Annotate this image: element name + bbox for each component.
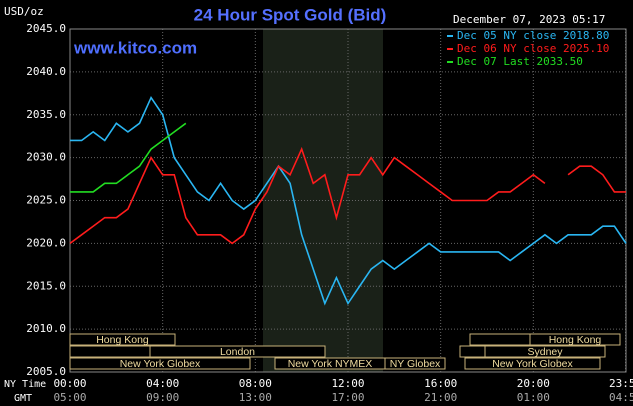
- x2-tick-label: 05:00: [53, 391, 86, 404]
- x2-tick-label: 04:59: [609, 391, 633, 404]
- session-label: NY Globex: [390, 358, 441, 370]
- x-tick-label: 08:00: [239, 377, 272, 390]
- series-line: [69, 146, 546, 245]
- plot-frame: [69, 28, 627, 373]
- y-tick-label: 2010.0: [26, 322, 66, 335]
- y-tick-label: 2045.0: [26, 22, 66, 35]
- x2-tick-label: 21:00: [424, 391, 457, 404]
- x-tick-label: 12:00: [331, 377, 364, 390]
- series-line: [70, 122, 187, 193]
- legend-label: Dec 06 NY close 2025.10: [457, 42, 609, 55]
- series-line: [70, 95, 627, 306]
- session-box: [149, 345, 326, 358]
- x-tick-label: 20:00: [517, 377, 550, 390]
- y-tick-label: 2030.0: [26, 151, 66, 164]
- x2-tick-label: 13:00: [239, 391, 272, 404]
- x2-tick-label: 01:00: [517, 391, 550, 404]
- x-tick-label: 16:00: [424, 377, 457, 390]
- series-line: [567, 165, 626, 193]
- legend-label: Dec 07 Last 2033.50: [457, 55, 583, 68]
- y-tick-label: 2035.0: [26, 108, 66, 121]
- x-axis-label: NY Time: [4, 379, 46, 390]
- session-box: [69, 333, 176, 346]
- watermark: www.kitco.com: [73, 38, 197, 57]
- y-unit: USD/oz: [4, 5, 44, 18]
- session-label: Hong Kong: [549, 334, 602, 346]
- session-box: [384, 357, 446, 370]
- chart-title: 24 Hour Spot Gold (Bid): [194, 5, 387, 24]
- y-tick-label: 2040.0: [26, 65, 66, 78]
- session-box: [484, 345, 606, 358]
- y-tick-label: 2025.0: [26, 194, 66, 207]
- session-label: New York Globex: [120, 358, 201, 370]
- y-tick-label: 2015.0: [26, 279, 66, 292]
- session-box: [464, 357, 601, 370]
- session-box: [529, 333, 621, 346]
- x-tick-label: 23:59: [609, 377, 633, 390]
- x2-axis-label: GMT: [14, 393, 32, 404]
- x-tick-label: 00:00: [53, 377, 86, 390]
- session-label: New York NYMEX: [288, 358, 373, 370]
- x-tick-label: 04:00: [146, 377, 179, 390]
- x2-tick-label: 09:00: [146, 391, 179, 404]
- timestamp: December 07, 2023 05:17: [453, 13, 605, 26]
- y-tick-label: 2005.0: [26, 365, 66, 378]
- y-tick-label: 2020.0: [26, 236, 66, 249]
- session-label: New York Globex: [492, 358, 573, 370]
- session-label: Hong Kong: [96, 334, 149, 346]
- legend-label: Dec 05 NY close 2018.80: [457, 29, 609, 42]
- x2-tick-label: 17:00: [331, 391, 364, 404]
- session-label: Sydney: [527, 346, 563, 358]
- session-label: London: [220, 346, 255, 358]
- session-box: [69, 357, 251, 370]
